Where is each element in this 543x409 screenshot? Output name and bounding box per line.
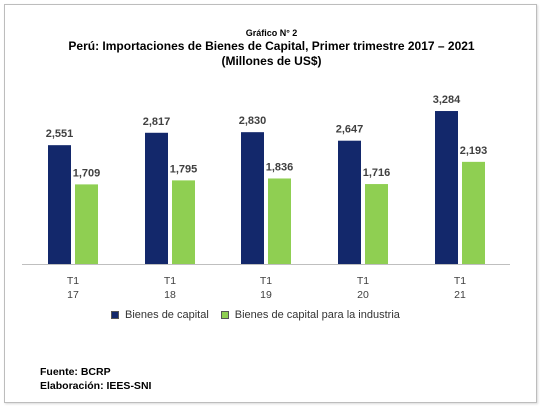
data-label-series1-1: 2,551 <box>46 128 74 140</box>
x-tick-label-line2: 20 <box>357 289 369 301</box>
data-label-series1-4: 2,647 <box>336 124 364 136</box>
x-tick-label-line1: T1 <box>357 275 369 287</box>
bar-series2-5 <box>462 161 485 264</box>
x-tick-label-line2: 17 <box>67 289 79 301</box>
legend-item-bienes-de-capital-industria: Bienes de capital para la industria <box>220 309 400 321</box>
bar-series1-3 <box>241 132 264 264</box>
footer-source: Fuente: BCRP <box>40 366 111 378</box>
data-label-series2-2: 1,795 <box>170 163 198 175</box>
x-tick-label-line1: T1 <box>454 275 466 287</box>
bar-series2-4 <box>365 184 388 264</box>
data-label-series2-1: 1,709 <box>73 167 101 179</box>
bar-series1-4 <box>338 140 361 264</box>
legend-item-bienes-de-capital: Bienes de capital <box>111 309 209 321</box>
bar-series2-3 <box>268 178 291 264</box>
x-tick-label-line1: T1 <box>164 275 176 287</box>
chart-title: Perú: Importaciones de Bienes de Capital… <box>68 39 475 53</box>
x-tick-label-line2: 18 <box>164 289 176 301</box>
bar-series1-1 <box>48 145 71 264</box>
data-label-series2-5: 2,193 <box>460 145 488 157</box>
data-label-series1-2: 2,817 <box>143 116 171 128</box>
bar-series2-1 <box>75 184 98 264</box>
chart-legend: Bienes de capital Bienes de capital para… <box>111 309 412 321</box>
chart-subtitle: (Millones de US$) <box>221 54 322 68</box>
footer-prepared: Elaboración: IEES-SNI <box>40 380 152 392</box>
data-label-series1-3: 2,830 <box>239 115 267 127</box>
bar-series2-2 <box>172 180 195 264</box>
data-label-series1-5: 3,284 <box>433 94 461 106</box>
legend-swatch-bienes-de-capital-industria <box>220 311 229 319</box>
legend-label-bienes-de-capital-industria: Bienes de capital para la industria <box>234 309 400 321</box>
legend-swatch-bienes-de-capital <box>111 311 119 319</box>
bar-series1-5 <box>435 111 458 264</box>
x-tick-label-line1: T1 <box>260 275 272 287</box>
chart-kicker: Gráfico N° 2 <box>245 28 298 38</box>
bar-series1-2 <box>145 132 168 264</box>
legend-label-bienes-de-capital: Bienes de capital <box>125 309 209 321</box>
data-label-series2-3: 1,836 <box>266 161 294 173</box>
x-tick-label-line2: 19 <box>260 289 272 301</box>
x-tick-label-line2: 21 <box>454 289 466 301</box>
x-tick-label-line1: T1 <box>67 275 79 287</box>
data-label-series2-4: 1,716 <box>363 167 391 179</box>
